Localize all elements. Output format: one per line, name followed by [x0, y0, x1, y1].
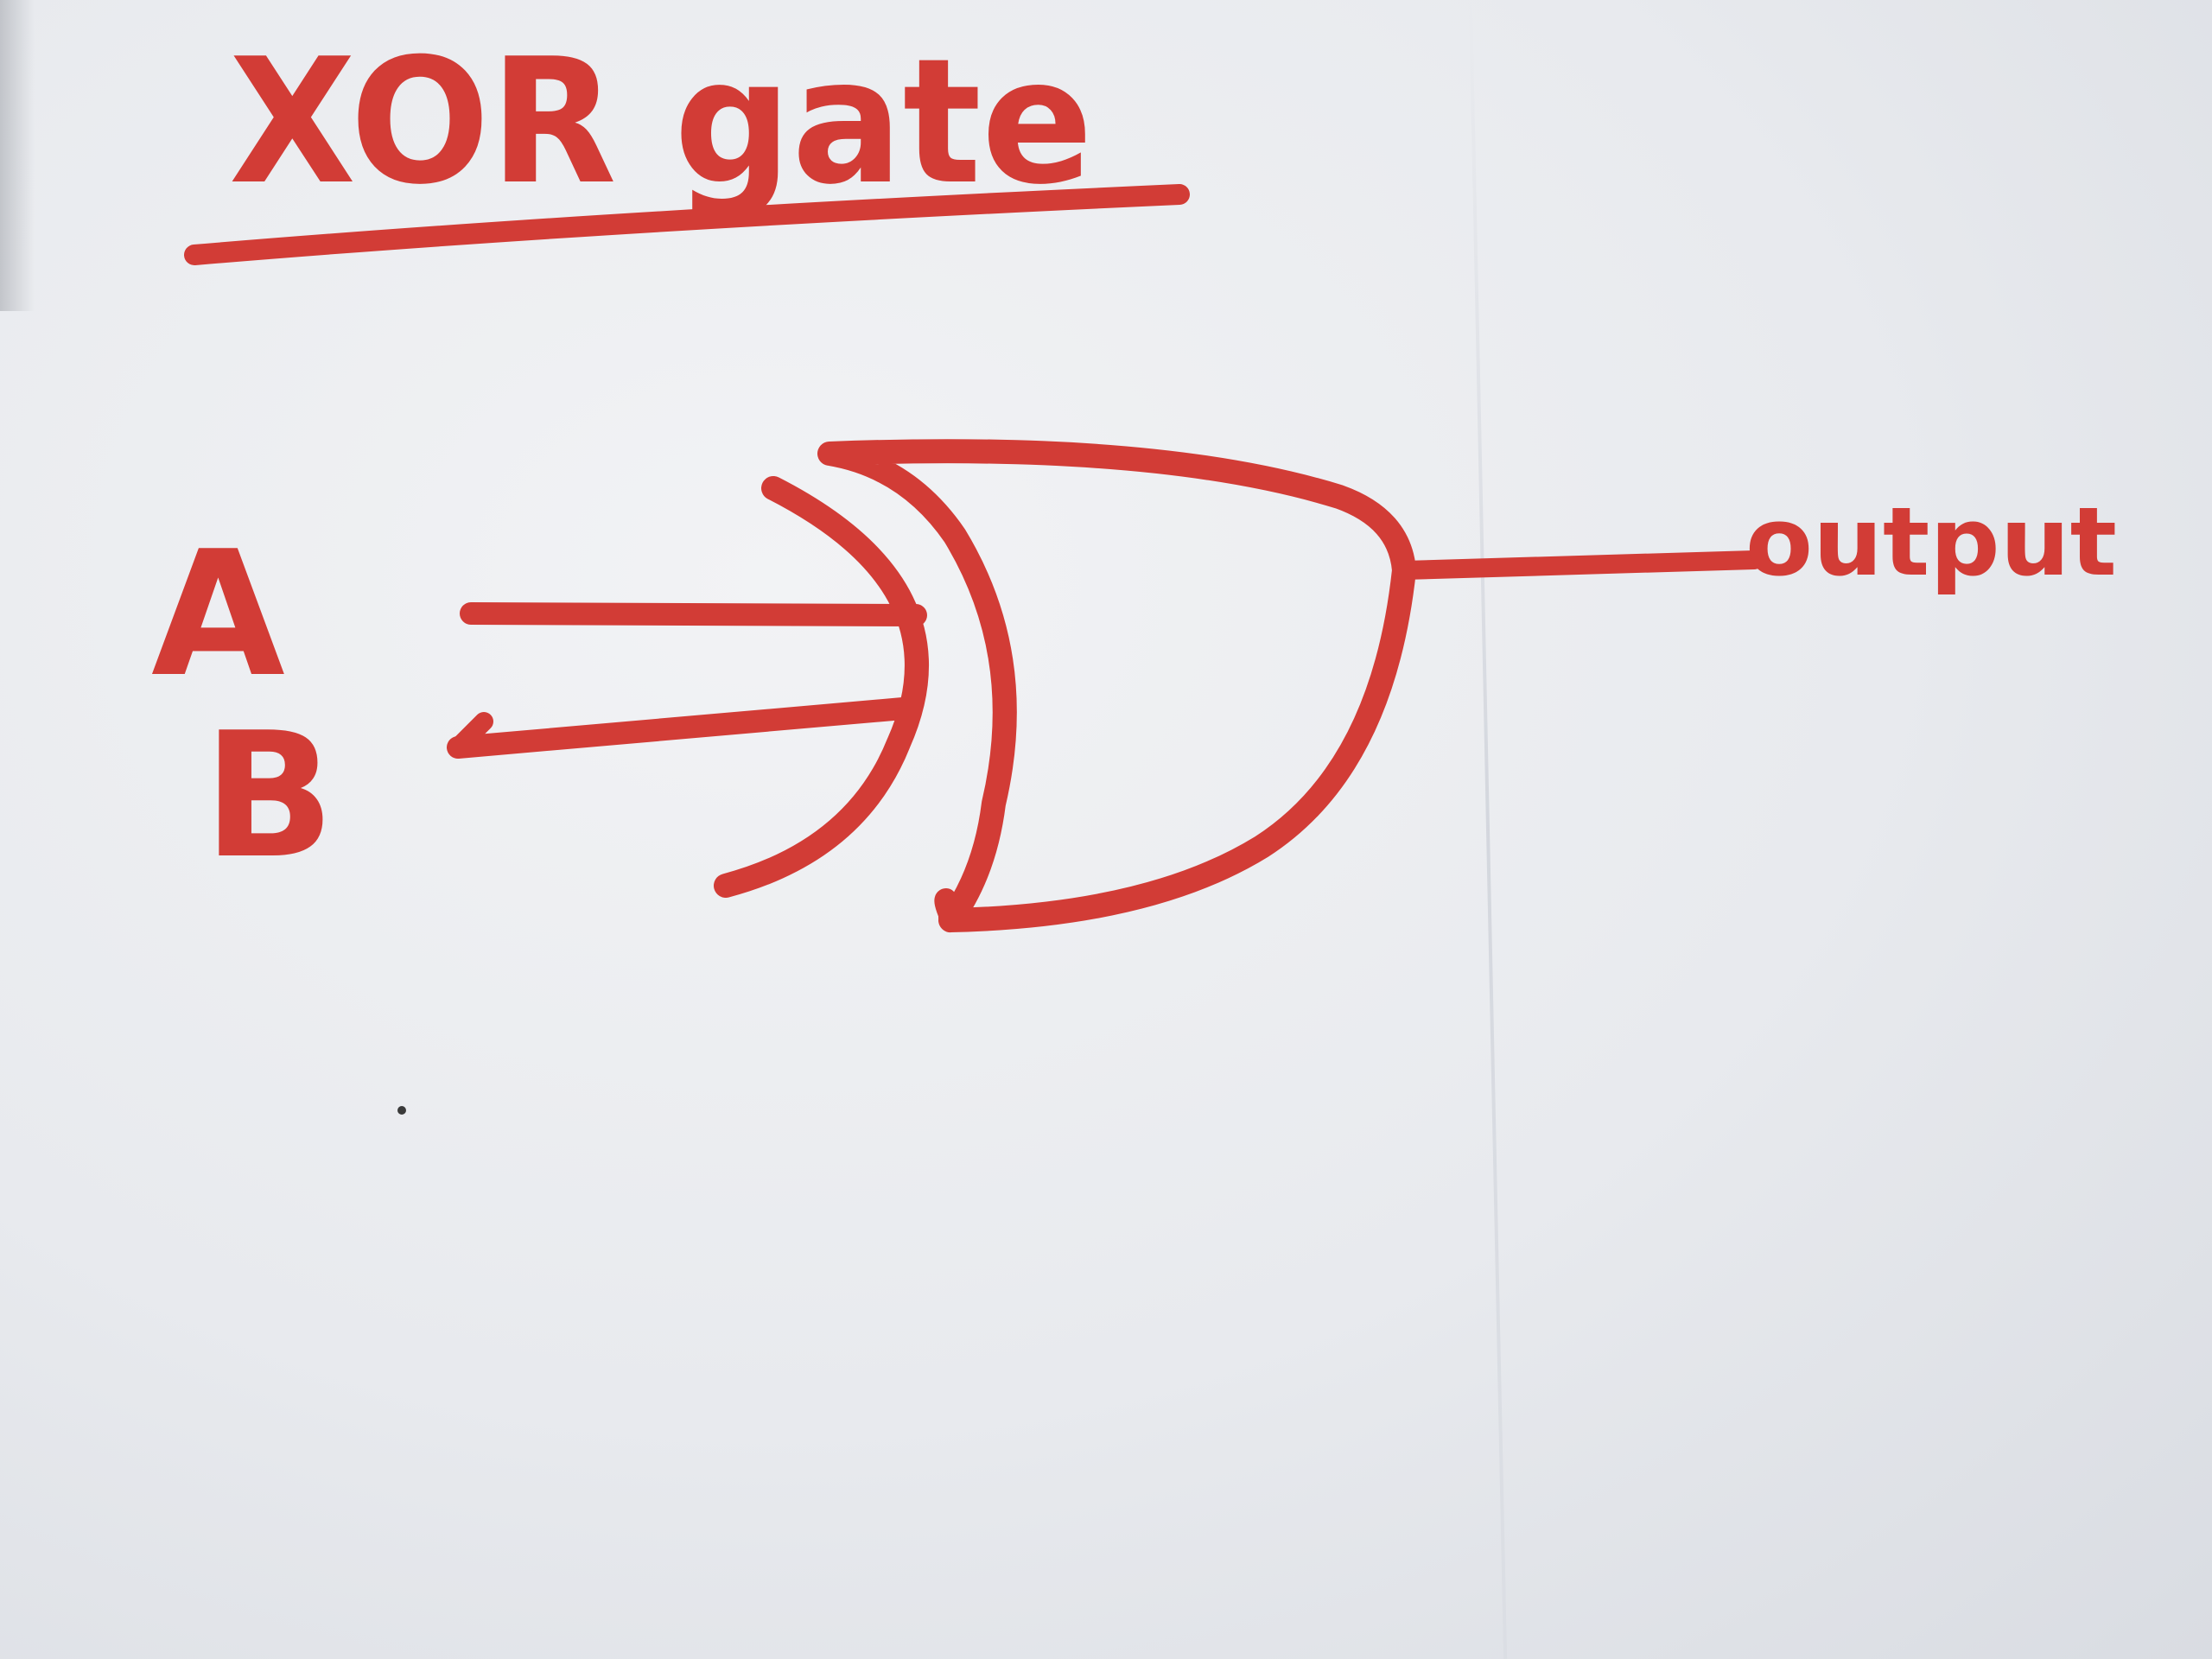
- paper-speck: [397, 1106, 406, 1115]
- input-wire-b: [447, 697, 914, 759]
- xor-back-curve: [714, 476, 929, 898]
- title-underline: [184, 184, 1190, 265]
- input-label-b: B: [203, 696, 334, 897]
- output-wire: [1395, 550, 1764, 580]
- input-wire-b-tick: [448, 712, 493, 757]
- output-label: output: [1745, 486, 2117, 597]
- title-text: XOR gate: [229, 22, 1093, 223]
- input-wire-a: [460, 602, 927, 626]
- input-label-a: A: [151, 514, 285, 715]
- gate-bottom-tip: [934, 888, 961, 929]
- paper-edge-shadow: [0, 0, 35, 311]
